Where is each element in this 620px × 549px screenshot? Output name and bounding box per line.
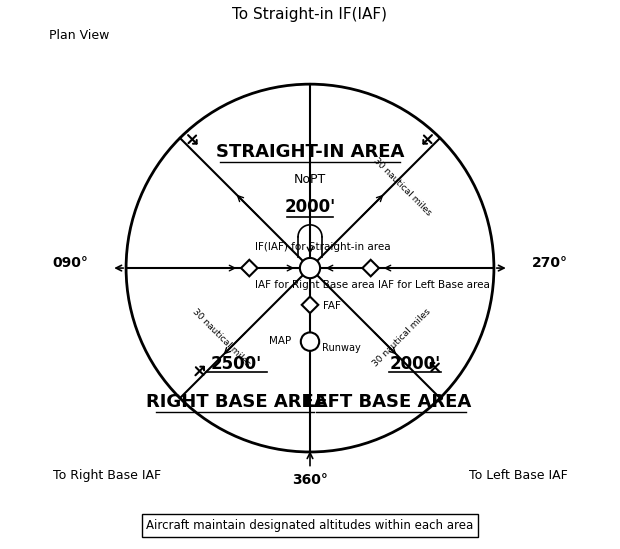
Polygon shape bbox=[241, 260, 257, 276]
Text: LEFT BASE AREA: LEFT BASE AREA bbox=[304, 393, 471, 411]
Text: 2000': 2000' bbox=[285, 198, 335, 216]
Text: IAF for Left Base area: IAF for Left Base area bbox=[378, 280, 490, 290]
Text: 2000': 2000' bbox=[389, 355, 440, 373]
Text: To Right Base IAF: To Right Base IAF bbox=[53, 469, 161, 483]
Text: To Left Base IAF: To Left Base IAF bbox=[469, 469, 567, 483]
Text: RIGHT BASE AREA: RIGHT BASE AREA bbox=[146, 393, 327, 411]
Text: To Straight-in IF(IAF): To Straight-in IF(IAF) bbox=[232, 7, 388, 22]
Text: 30 nautical miles: 30 nautical miles bbox=[371, 156, 433, 218]
Text: 270°: 270° bbox=[531, 256, 567, 271]
Text: Runway: Runway bbox=[322, 343, 361, 353]
Polygon shape bbox=[302, 296, 318, 313]
Text: 2500': 2500' bbox=[211, 355, 262, 373]
Text: Aircraft maintain designated altitudes within each area: Aircraft maintain designated altitudes w… bbox=[146, 519, 474, 532]
Text: Plan View: Plan View bbox=[49, 29, 109, 42]
Text: 30 nautical miles: 30 nautical miles bbox=[191, 307, 252, 369]
Text: IF(IAF) for Straight-in area: IF(IAF) for Straight-in area bbox=[255, 242, 391, 251]
Circle shape bbox=[301, 333, 319, 351]
Circle shape bbox=[300, 258, 320, 278]
Text: 30 nautical miles: 30 nautical miles bbox=[371, 307, 433, 369]
Polygon shape bbox=[363, 260, 379, 276]
Text: MAP: MAP bbox=[269, 335, 291, 346]
Text: IAF for Right Base area: IAF for Right Base area bbox=[255, 280, 374, 290]
Text: STRAIGHT-IN AREA: STRAIGHT-IN AREA bbox=[216, 143, 404, 161]
Text: 090°: 090° bbox=[53, 256, 89, 271]
Text: 360°: 360° bbox=[292, 473, 328, 487]
Text: NoPT: NoPT bbox=[294, 173, 326, 186]
Text: FAF: FAF bbox=[323, 301, 341, 311]
